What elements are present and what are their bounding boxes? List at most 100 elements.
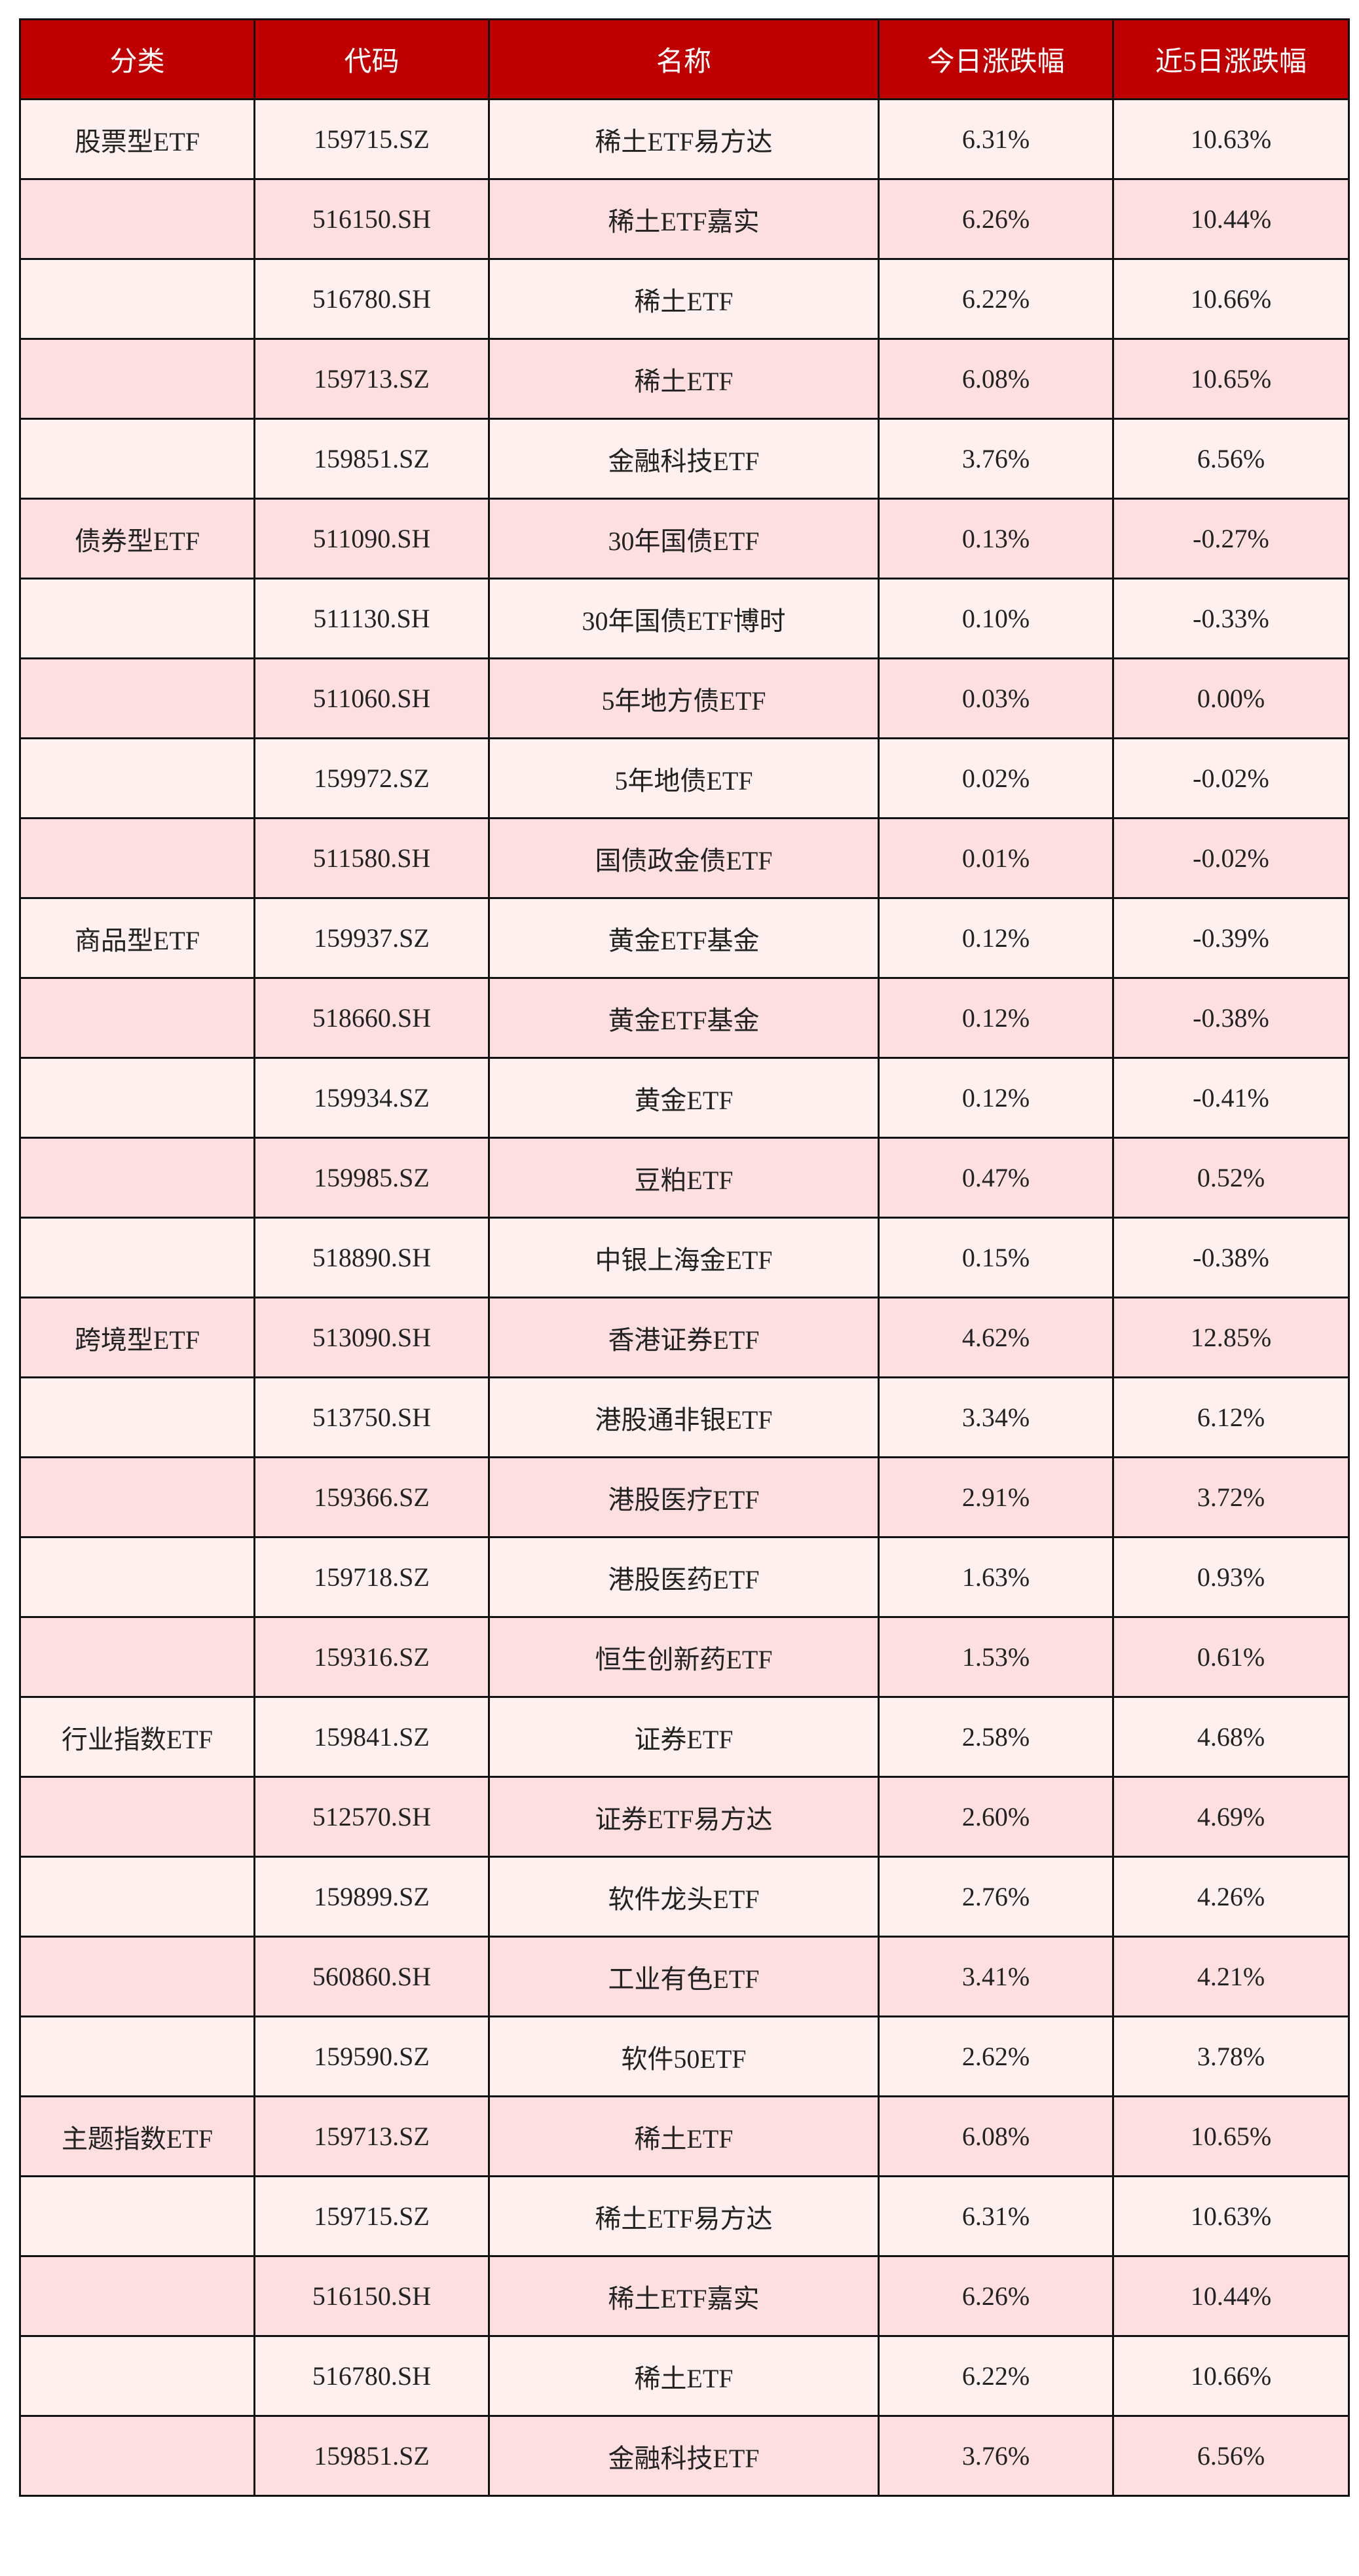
code-cell: 560860.SH [253,1936,490,2017]
five-day-change-cell: 10.63% [1112,98,1350,180]
five-day-change-cell: 10.66% [1112,2335,1350,2417]
name-cell: 工业有色ETF [488,1936,880,2017]
code-cell: 511130.SH [253,578,490,659]
category-cell [19,1936,255,2017]
name-cell: 证券ETF [488,1696,880,1778]
code-cell: 516150.SH [253,178,490,260]
name-cell: 金融科技ETF [488,2415,880,2497]
name-cell: 稀土ETF嘉实 [488,178,880,260]
category-cell [19,1616,255,1698]
code-cell: 159366.SZ [253,1456,490,1538]
five-day-change-cell: -0.41% [1112,1057,1350,1139]
name-cell: 稀土ETF嘉实 [488,2255,880,2337]
name-cell: 软件50ETF [488,2015,880,2097]
name-cell: 稀土ETF [488,2095,880,2177]
table-row: 159316.SZ 恒生创新药ETF 1.53% 0.61% [19,1616,1350,1698]
table-row: 512570.SH 证券ETF易方达 2.60% 4.69% [19,1776,1350,1858]
five-day-change-cell: 10.44% [1112,178,1350,260]
today-change-cell: 3.34% [878,1376,1114,1458]
name-cell: 5年地债ETF [488,737,880,819]
today-change-cell: 0.10% [878,578,1114,659]
today-change-cell: 6.08% [878,338,1114,420]
table-row: 511130.SH 30年国债ETF博时 0.10% -0.33% [19,578,1350,659]
code-cell: 516780.SH [253,258,490,340]
code-cell: 159713.SZ [253,2095,490,2177]
name-cell: 黄金ETF [488,1057,880,1139]
table-row: 主题指数ETF 159713.SZ 稀土ETF 6.08% 10.65% [19,2095,1350,2177]
table-row: 516780.SH 稀土ETF 6.22% 10.66% [19,2335,1350,2417]
table-row: 159590.SZ 软件50ETF 2.62% 3.78% [19,2015,1350,2097]
table-row: 516780.SH 稀土ETF 6.22% 10.66% [19,258,1350,340]
category-cell [19,2255,255,2337]
today-change-cell: 6.31% [878,2175,1114,2257]
today-change-cell: 6.26% [878,178,1114,260]
table-row: 511580.SH 国债政金债ETF 0.01% -0.02% [19,817,1350,899]
category-cell: 商品型ETF [19,897,255,979]
code-cell: 159985.SZ [253,1137,490,1219]
code-cell: 511060.SH [253,657,490,739]
name-cell: 香港证券ETF [488,1297,880,1378]
five-day-change-cell: 0.93% [1112,1536,1350,1618]
table-row: 518890.SH 中银上海金ETF 0.15% -0.38% [19,1217,1350,1298]
category-cell [19,178,255,260]
table-row: 159718.SZ 港股医药ETF 1.63% 0.93% [19,1536,1350,1618]
five-day-change-cell: 4.69% [1112,1776,1350,1858]
table-row: 159985.SZ 豆粕ETF 0.47% 0.52% [19,1137,1350,1219]
five-day-change-cell: 10.66% [1112,258,1350,340]
table-row: 159899.SZ 软件龙头ETF 2.76% 4.26% [19,1856,1350,1938]
etf-table: 分类 代码 名称 今日涨跌幅 近5日涨跌幅 股票型ETF 159715.SZ 稀土E… [19,18,1350,2497]
five-day-change-cell: 0.52% [1112,1137,1350,1219]
category-cell [19,578,255,659]
code-cell: 513090.SH [253,1297,490,1378]
category-cell: 行业指数ETF [19,1696,255,1778]
five-day-change-cell: -0.02% [1112,817,1350,899]
code-cell: 516780.SH [253,2335,490,2417]
today-change-cell: 0.01% [878,817,1114,899]
name-cell: 30年国债ETF博时 [488,578,880,659]
category-cell: 股票型ETF [19,98,255,180]
header-row: 分类 代码 名称 今日涨跌幅 近5日涨跌幅 [19,18,1350,100]
today-change-cell: 0.15% [878,1217,1114,1298]
header-category: 分类 [19,18,255,100]
table-row: 159851.SZ 金融科技ETF 3.76% 6.56% [19,418,1350,500]
five-day-change-cell: 3.72% [1112,1456,1350,1538]
category-cell [19,817,255,899]
today-change-cell: 2.58% [878,1696,1114,1778]
name-cell: 黄金ETF基金 [488,977,880,1059]
code-cell: 518890.SH [253,1217,490,1298]
code-cell: 159590.SZ [253,2015,490,2097]
code-cell: 159899.SZ [253,1856,490,1938]
five-day-change-cell: 10.44% [1112,2255,1350,2337]
category-cell [19,1536,255,1618]
today-change-cell: 6.26% [878,2255,1114,2337]
category-cell [19,2415,255,2497]
today-change-cell: 2.76% [878,1856,1114,1938]
table-body: 股票型ETF 159715.SZ 稀土ETF易方达 6.31% 10.63% 516150… [19,98,1350,2497]
name-cell: 稀土ETF [488,2335,880,2417]
today-change-cell: 4.62% [878,1297,1114,1378]
table-row: 159713.SZ 稀土ETF 6.08% 10.65% [19,338,1350,420]
today-change-cell: 0.13% [878,498,1114,580]
table-row: 159934.SZ 黄金ETF 0.12% -0.41% [19,1057,1350,1139]
category-cell [19,1217,255,1298]
table-row: 159851.SZ 金融科技ETF 3.76% 6.56% [19,2415,1350,2497]
five-day-change-cell: 10.65% [1112,2095,1350,2177]
five-day-change-cell: -0.02% [1112,737,1350,819]
table-row: 债券型ETF 511090.SH 30年国债ETF 0.13% -0.27% [19,498,1350,580]
code-cell: 159718.SZ [253,1536,490,1618]
category-cell: 主题指数ETF [19,2095,255,2177]
category-cell [19,1456,255,1538]
five-day-change-cell: -0.33% [1112,578,1350,659]
code-cell: 511580.SH [253,817,490,899]
name-cell: 30年国债ETF [488,498,880,580]
header-code: 代码 [253,18,490,100]
today-change-cell: 6.31% [878,98,1114,180]
name-cell: 稀土ETF易方达 [488,98,880,180]
code-cell: 159937.SZ [253,897,490,979]
table-row: 560860.SH 工业有色ETF 3.41% 4.21% [19,1936,1350,2017]
name-cell: 恒生创新药ETF [488,1616,880,1698]
code-cell: 159713.SZ [253,338,490,420]
name-cell: 黄金ETF基金 [488,897,880,979]
table-row: 516150.SH 稀土ETF嘉实 6.26% 10.44% [19,2255,1350,2337]
code-cell: 513750.SH [253,1376,490,1458]
